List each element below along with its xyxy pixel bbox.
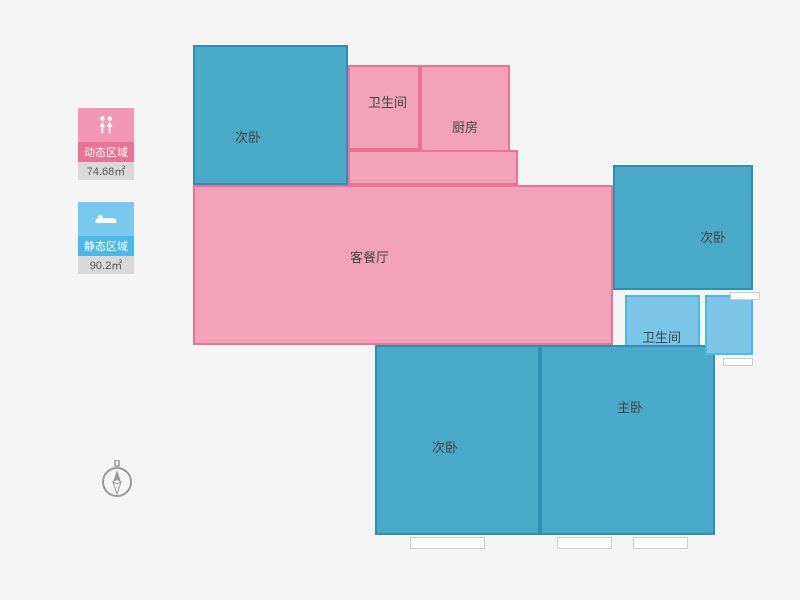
room-label-bedroom_e: 次卧 [700,227,726,246]
room-bedroom_nw: 次卧 [193,45,348,185]
legend-static-icon-box [78,202,134,236]
compass-icon [100,460,134,505]
room-bedroom_s: 次卧 [375,345,540,535]
room-label-kitchen: 厨房 [452,117,478,136]
room-label-bedroom_s: 次卧 [432,437,458,456]
sleep-icon [94,210,118,228]
room-label-master: 主卧 [617,397,643,416]
room-bedroom_e: 次卧 [613,165,753,290]
legend-static-label: 静态区域 [78,236,134,256]
ledge-3 [557,537,612,549]
legend-dynamic-label: 动态区域 [78,142,134,162]
legend-dynamic: 动态区域 74.68㎡ [78,108,134,180]
ledge-4 [633,537,688,549]
legend-panel: 动态区域 74.68㎡ 静态区域 90.2㎡ [78,108,134,296]
legend-dynamic-icon-box [78,108,134,142]
ledge-1 [723,358,753,366]
legend-static-value: 90.2㎡ [78,256,134,274]
room-label-bath_e: 卫生间 [642,327,681,346]
room-master: 主卧 [540,345,715,535]
room-living_main: 客餐厅 [193,185,613,345]
room-bath_n: 卫生间 [348,65,420,150]
room-label-bath_n: 卫生间 [368,92,407,111]
room-living_upper [348,150,518,185]
people-icon [95,114,117,136]
floorplan: 次卧卫生间厨房客餐厅次卧卫生间主卧次卧 [185,35,760,585]
room-balcony_e [705,295,753,355]
ledge-0 [730,292,760,300]
room-label-living_main: 客餐厅 [350,247,389,266]
legend-dynamic-value: 74.68㎡ [78,162,134,180]
ledge-2 [410,537,485,549]
room-label-bedroom_nw: 次卧 [235,127,261,146]
legend-static: 静态区域 90.2㎡ [78,202,134,274]
